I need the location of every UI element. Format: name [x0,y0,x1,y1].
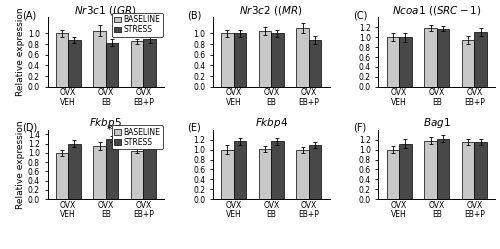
Bar [94,146,106,199]
Bar [222,33,234,87]
Bar [462,142,474,199]
Text: (A): (A) [22,10,36,20]
Bar [436,29,449,87]
Bar [436,139,449,199]
Bar [144,39,156,87]
Bar [424,141,436,199]
Bar [424,28,436,87]
Bar [106,139,118,199]
Bar [474,142,486,199]
Title: $\it{Ncoa1}$ $\it{((SRC-1)}$: $\it{Ncoa1}$ $\it{((SRC-1)}$ [392,4,482,17]
Y-axis label: Relative expression: Relative expression [16,120,25,209]
Title: $\it{Fkbp5}$: $\it{Fkbp5}$ [90,116,122,130]
Bar [131,41,143,87]
Bar [234,33,246,87]
Text: (D): (D) [22,123,37,133]
Bar [296,150,309,199]
Bar [144,143,156,199]
Text: $*$: $*$ [106,123,113,133]
Bar [68,40,80,87]
Text: (B): (B) [188,10,202,20]
Title: $\it{Fkbp4}$: $\it{Fkbp4}$ [254,116,288,130]
Bar [68,144,80,199]
Bar [259,149,271,199]
Bar [309,145,321,199]
Text: (F): (F) [353,123,366,133]
Bar [474,32,486,87]
Y-axis label: Relative expression: Relative expression [16,8,25,96]
Bar [222,150,234,199]
Bar [271,141,283,199]
Title: $\it{Nr3c2}$ $\it{((MR)}$: $\it{Nr3c2}$ $\it{((MR)}$ [240,4,303,17]
Title: $\it{Nr3c1}$ $\it{((GR)}$: $\it{Nr3c1}$ $\it{((GR)}$ [74,4,137,17]
Bar [399,144,411,199]
Bar [234,141,246,199]
Legend: BASELINE, STRESS: BASELINE, STRESS [112,125,162,149]
Bar [386,150,399,199]
Bar [296,28,309,87]
Bar [271,33,283,87]
Text: (C): (C) [353,10,367,20]
Bar [106,43,118,87]
Legend: BASELINE, STRESS: BASELINE, STRESS [112,13,162,37]
Title: $\it{Bag1}$: $\it{Bag1}$ [423,116,450,130]
Bar [56,33,68,87]
Bar [309,40,321,87]
Bar [386,37,399,87]
Bar [462,40,474,87]
Bar [56,153,68,199]
Bar [259,31,271,87]
Bar [399,37,411,87]
Text: (E): (E) [188,123,201,133]
Bar [94,31,106,87]
Bar [131,151,143,199]
